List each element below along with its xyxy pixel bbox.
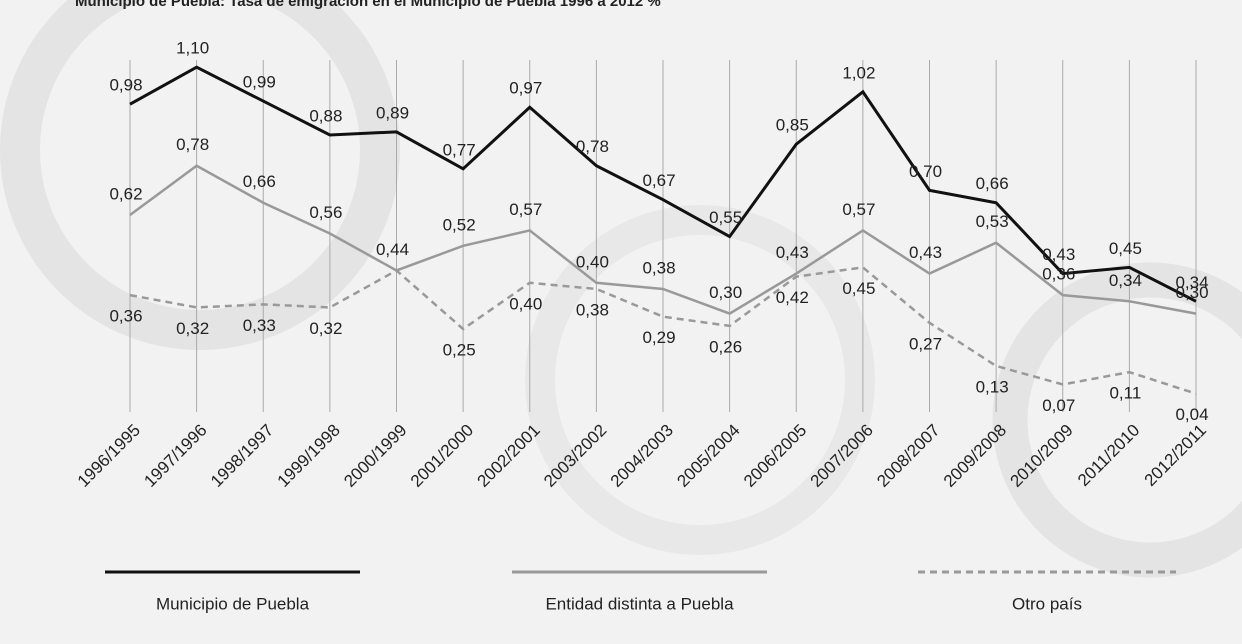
data-label: 0,36 [109,307,142,326]
data-label: 0,26 [709,337,742,356]
data-label: 0,11 [1109,384,1141,403]
data-label: 0,40 [509,294,542,313]
data-label: 0,99 [243,73,276,92]
data-label: 0,89 [376,103,409,122]
data-label: 0,56 [309,203,342,222]
data-label: 0,40 [576,252,609,271]
x-tick-label: 1999/1998 [274,421,344,491]
data-label: 0,53 [976,212,1009,231]
data-label: 0,04 [1175,405,1208,424]
data-label: 0,45 [1109,239,1142,258]
data-label: 0,85 [776,116,809,135]
data-label: 0,25 [443,340,476,359]
data-label: 0,62 [109,185,142,204]
legend-label: Otro país [1012,594,1082,613]
data-label: 0,66 [243,172,276,191]
data-label: 0,67 [642,171,675,190]
data-label: 0,33 [243,316,276,335]
data-label: 0,34 [1109,271,1142,290]
x-tick-label: 2012/2011 [1141,421,1210,490]
data-label: 0,36 [1042,265,1075,284]
x-tick-label: 2004/2003 [607,421,677,491]
data-label: 0,45 [842,279,875,298]
data-label: 0,44 [376,240,409,259]
data-label: 0,78 [576,137,609,156]
data-label: 0,32 [176,319,209,338]
x-tick-label: 2008/2007 [873,421,943,491]
data-label: 0,98 [109,76,142,95]
legend-label: Entidad distinta a Puebla [545,594,734,613]
x-tick-label: 1997/1996 [140,421,210,491]
data-label: 0,88 [309,106,342,125]
data-label: 0,38 [576,300,609,319]
data-label: 0,97 [509,79,542,98]
data-label: 0,27 [909,334,942,353]
data-label: 0,13 [976,377,1009,396]
legend-label: Municipio de Puebla [156,594,310,613]
data-label: 0,77 [443,140,476,159]
data-label: 0,29 [642,328,675,347]
x-tick-label: 2002/2001 [473,421,543,491]
x-tick-label: 2006/2005 [740,421,810,491]
x-tick-label: 2001/2000 [407,421,477,491]
data-label: 0,43 [1042,245,1075,264]
data-label: 0,78 [176,135,209,154]
x-tick-label: 2000/1999 [340,421,410,491]
chart-title: Municipio de Puebla: Tasa de emigración … [75,0,661,10]
data-label: 0,32 [309,319,342,338]
data-label: 0,70 [909,162,942,181]
data-label: 0,30 [709,283,742,302]
data-label: 0,52 [443,215,476,234]
data-label: 0,43 [909,243,942,262]
background-swirl [992,262,1242,578]
data-label: 0,57 [509,200,542,219]
data-label: 0,43 [776,243,809,262]
data-label: 0,30 [1175,283,1208,302]
x-tick-label: 2011/2010 [1074,421,1143,490]
x-tick-label: 1998/1997 [207,421,277,491]
data-label: 0,07 [1042,396,1075,415]
data-label: 1,02 [842,63,875,82]
x-tick-label: 1996/1995 [74,421,144,491]
background-swirl [0,0,400,350]
data-label: 0,66 [976,174,1009,193]
data-label: 0,42 [776,288,809,307]
data-label: 0,55 [709,208,742,227]
data-label: 1,10 [176,39,209,58]
x-tick-label: 2005/2004 [673,421,743,491]
data-label: 0,38 [642,258,675,277]
data-label: 0,34 [1175,273,1208,292]
data-label: 0,57 [842,200,875,219]
